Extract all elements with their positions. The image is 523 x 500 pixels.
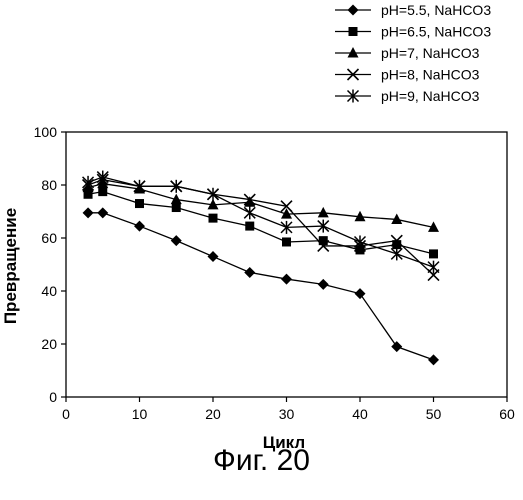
- data-point: [355, 288, 366, 299]
- x-tick-label: 60: [499, 406, 515, 422]
- series-2: [84, 187, 438, 258]
- data-point: [318, 279, 329, 290]
- x-tick-label: 10: [132, 406, 148, 422]
- data-point: [428, 261, 439, 274]
- legend-item: pH=6.5, NaHCO3: [335, 24, 491, 40]
- x-tick-label: 50: [426, 406, 442, 422]
- data-point: [135, 199, 144, 208]
- data-point: [209, 214, 218, 223]
- legend-label: pH=6.5, NaHCO3: [381, 24, 491, 40]
- data-point: [391, 247, 402, 260]
- data-point: [429, 249, 438, 258]
- data-point: [244, 196, 255, 207]
- data-point: [83, 207, 94, 218]
- y-tick-label: 20: [41, 336, 57, 352]
- y-tick-label: 40: [41, 283, 57, 299]
- y-tick-label: 100: [34, 124, 58, 140]
- y-tick-label: 80: [41, 177, 57, 193]
- data-point: [245, 222, 254, 231]
- axes: 0 10 20 30 40 50 60 0 20 40 60 80 100: [34, 124, 515, 422]
- x-tick-label: 40: [352, 406, 368, 422]
- data-point: [97, 207, 108, 218]
- data-point: [171, 235, 182, 246]
- data-point: [244, 206, 255, 219]
- data-point: [428, 354, 439, 365]
- y-tick-label: 0: [49, 389, 57, 405]
- x-tick-label: 0: [62, 406, 70, 422]
- legend-marker: [348, 5, 359, 16]
- data-point: [281, 274, 292, 285]
- legend-item: pH=7, NaHCO3: [335, 45, 480, 61]
- legend: pH=5.5, NaHCO3 pH=6.5, NaHCO3 pH=7, NaHCO3…: [335, 2, 491, 104]
- legend-item: pH=8, NaHCO3: [335, 67, 480, 83]
- data-point: [134, 221, 145, 232]
- data-point: [391, 341, 402, 352]
- data-point: [282, 237, 291, 246]
- y-tick-label: 60: [41, 230, 57, 246]
- data-point: [172, 203, 181, 212]
- y-axis-title: Превращение: [1, 208, 20, 324]
- legend-marker: [349, 27, 358, 36]
- legend-label: pH=8, NaHCO3: [381, 67, 480, 83]
- figure-caption: Фиг. 20: [0, 444, 523, 478]
- legend-item: pH=5.5, NaHCO3: [335, 2, 491, 18]
- x-tick-label: 20: [205, 406, 221, 422]
- data-point: [83, 176, 94, 189]
- series-5: [83, 171, 439, 274]
- data-point: [318, 207, 329, 218]
- legend-label: pH=9, NaHCO3: [381, 88, 480, 104]
- series-line: [88, 213, 433, 360]
- legend-label: pH=7, NaHCO3: [381, 45, 480, 61]
- data-point: [244, 267, 255, 278]
- legend-label: pH=5.5, NaHCO3: [381, 2, 491, 18]
- data-point: [208, 251, 219, 262]
- legend-marker: [348, 47, 359, 58]
- data-point: [98, 187, 107, 196]
- x-tick-label: 30: [279, 406, 295, 422]
- data-point: [97, 171, 108, 184]
- series-layer: [83, 171, 439, 366]
- plot-frame: [66, 132, 507, 397]
- legend-item: pH=9, NaHCO3: [335, 88, 480, 104]
